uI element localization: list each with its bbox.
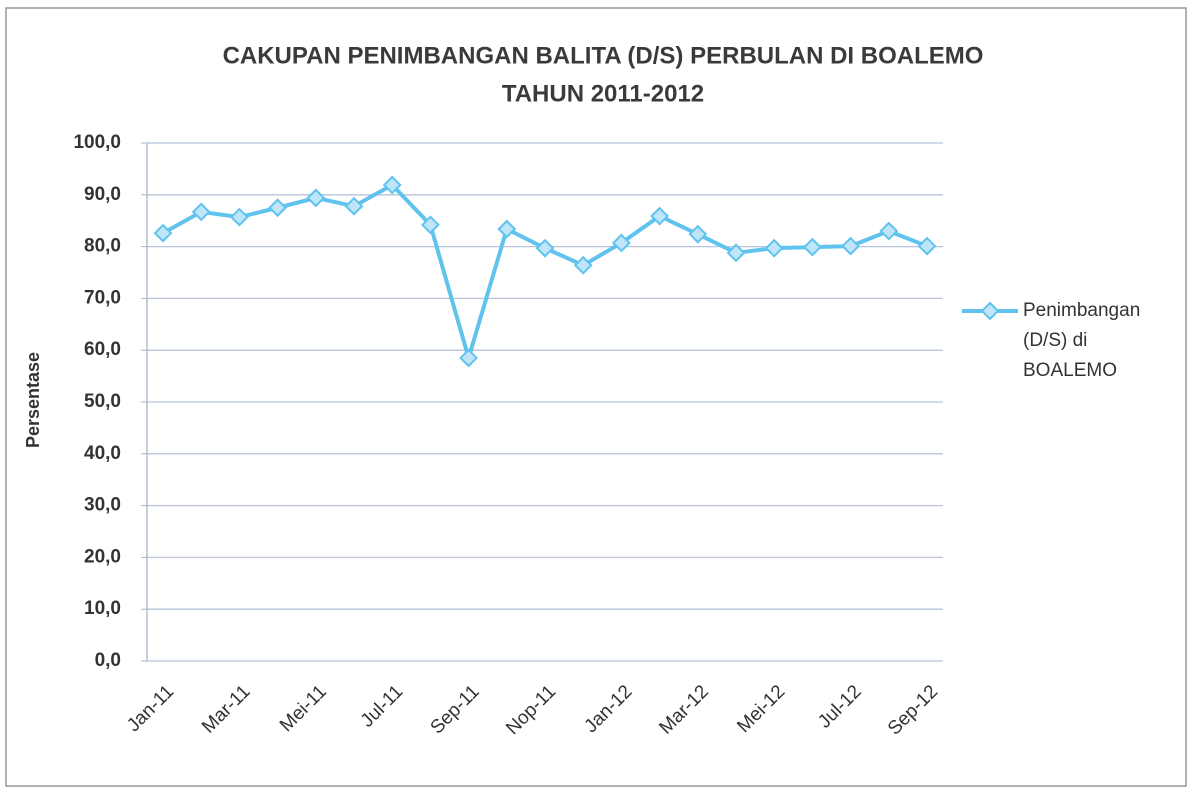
marker [650, 206, 670, 226]
y-tick-label: 0,0 [95, 650, 121, 671]
y-axis-label: Persentase [23, 352, 43, 448]
chart-title: TAHUN 2011-2012 [502, 80, 704, 107]
marker [879, 221, 899, 241]
y-tick-label: 80,0 [84, 236, 121, 257]
marker [153, 223, 173, 243]
marker [841, 236, 861, 256]
marker [726, 243, 746, 263]
marker [535, 238, 555, 258]
marker [191, 202, 211, 222]
y-tick-label: 70,0 [84, 287, 121, 308]
marker [459, 348, 479, 368]
y-tick-label: 30,0 [84, 495, 121, 516]
marker [573, 255, 593, 275]
marker [802, 237, 822, 257]
y-tick-label: 10,0 [84, 598, 121, 619]
chart-frame [5, 7, 1187, 787]
marker [229, 207, 249, 227]
y-tick-label: 20,0 [84, 546, 121, 567]
marker [611, 233, 631, 253]
y-tick-label: 40,0 [84, 443, 121, 464]
marker [688, 224, 708, 244]
marker [382, 175, 402, 195]
marker [306, 188, 326, 208]
marker [497, 219, 517, 239]
y-tick-label: 90,0 [84, 184, 121, 205]
y-tick-label: 100,0 [73, 132, 121, 153]
marker [917, 236, 937, 256]
marker [268, 198, 288, 218]
legend-label: Penimbangan (D/S) di BOALEMO [1023, 300, 1141, 381]
marker [764, 238, 784, 258]
chart-title: CAKUPAN PENIMBANGAN BALITA (D/S) PERBULA… [223, 42, 984, 69]
marker [420, 215, 440, 235]
marker [344, 196, 364, 216]
y-tick-label: 60,0 [84, 339, 121, 360]
y-tick-label: 50,0 [84, 391, 121, 412]
legend-marker [980, 301, 1000, 321]
